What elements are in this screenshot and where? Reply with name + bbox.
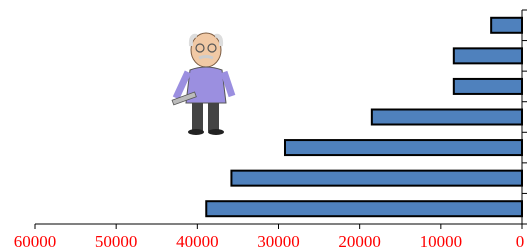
x-tick-label: 10000	[420, 232, 463, 251]
x-tick-label: 40000	[176, 232, 219, 251]
old-man-clipart	[172, 33, 232, 135]
chart: 60000 50000 40000 30000 20000 10000 0	[0, 0, 528, 252]
bar	[206, 201, 522, 216]
bar	[454, 48, 522, 63]
x-tick-label: 20000	[338, 232, 381, 251]
x-tick-label: 0	[516, 232, 525, 251]
bar	[454, 79, 522, 94]
bar	[372, 110, 522, 125]
bar	[231, 171, 522, 186]
x-tick-label: 50000	[95, 232, 138, 251]
x-tick-label: 60000	[14, 232, 57, 251]
bar	[285, 140, 522, 155]
bar	[491, 18, 522, 33]
x-tick-label: 30000	[257, 232, 300, 251]
